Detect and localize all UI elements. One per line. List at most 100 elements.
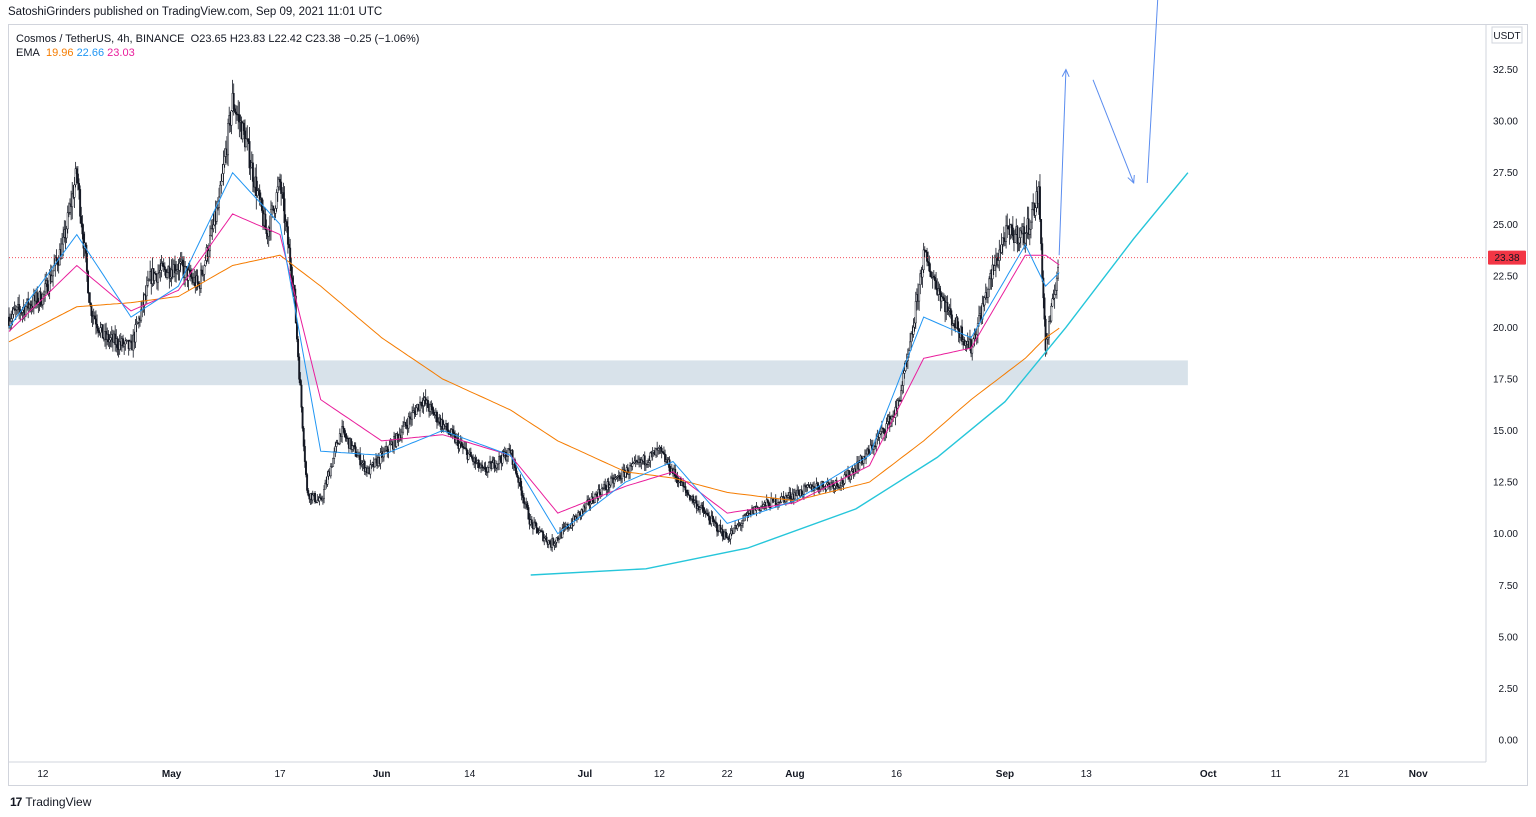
candle-body [370,464,373,466]
candle-body [682,482,685,487]
candle [481,460,484,472]
candle-body [939,290,942,302]
candle-body [361,462,364,465]
candle-body [297,338,300,358]
candle-body [886,421,889,424]
candle [801,491,804,499]
candle-body [272,205,275,210]
currency-badge-box [1491,26,1523,44]
candle [265,219,268,240]
candle [1019,226,1022,248]
candle [307,488,310,497]
candle [179,252,182,273]
candle [491,456,494,470]
candle [249,159,252,181]
candle [318,493,321,506]
candle [135,316,138,333]
candle [277,176,280,191]
candle-body [469,451,472,457]
candle [1027,206,1030,240]
candle-body [379,452,382,464]
candle [553,541,556,551]
tradingview-logo[interactable]: 17 TradingView [10,795,91,809]
candle [74,161,77,188]
candle [538,526,541,533]
candle [433,411,436,419]
candle-body [305,461,307,475]
candle-body [651,452,654,454]
candle-body [369,464,372,475]
candle [648,455,651,467]
candle-body [865,453,868,459]
candle [255,164,258,210]
candle-body [918,284,921,302]
candle-body [337,443,340,445]
candle [478,462,481,469]
candle-body [719,525,722,533]
candle [922,242,925,273]
candle-body [222,164,225,174]
candle [1048,315,1050,345]
candle-body [1054,290,1057,295]
candle [174,255,176,282]
candle-body [196,275,199,284]
candle-body [159,270,162,273]
candle [75,166,78,184]
candle [787,492,790,501]
candle-body [175,270,178,274]
candle [827,480,830,490]
candle-body [446,423,449,431]
candle-body [981,303,984,320]
candle-body [485,471,488,473]
symbol-legend-row: Cosmos / TetherUS, 4h, BINANCE O23.65 H2… [16,32,419,46]
candle [530,516,533,529]
candle-body [556,537,559,540]
candle-body [789,492,792,499]
candle [480,462,482,473]
candle-body [307,490,310,496]
candle-body [902,373,905,386]
candle [561,523,564,539]
candle-body [941,296,944,299]
candle [163,262,166,276]
candle [1016,225,1019,253]
candle-body [303,446,306,462]
candle [865,449,868,465]
candle-body [471,456,473,459]
candle [687,489,690,496]
candle [465,442,468,455]
candle [353,442,356,450]
candle [442,420,445,433]
candle-body [878,433,881,438]
candle [950,310,953,336]
candle-body [557,538,560,540]
candle-body [123,343,126,347]
candle [835,477,838,490]
candle-body [343,428,346,435]
candle-body [295,322,298,340]
candle-body [1031,209,1034,223]
candle-body [862,456,865,464]
candle-body [618,475,621,480]
candle-body [474,457,477,464]
candle [245,127,248,148]
candle [420,401,423,409]
candle [588,497,591,511]
candle [632,461,635,465]
candle-body [209,234,211,252]
candle-body [247,138,250,142]
candle [548,539,551,545]
candle [552,537,555,547]
candle [928,255,931,273]
candle [332,457,335,467]
candle [128,339,131,351]
candle-body [201,269,204,276]
candle-body [44,283,47,293]
candle-body [629,465,632,474]
candle-body [324,482,327,490]
candle-body [62,237,65,245]
candle [697,500,700,513]
candle-body [215,207,218,222]
candle-body [430,404,433,407]
